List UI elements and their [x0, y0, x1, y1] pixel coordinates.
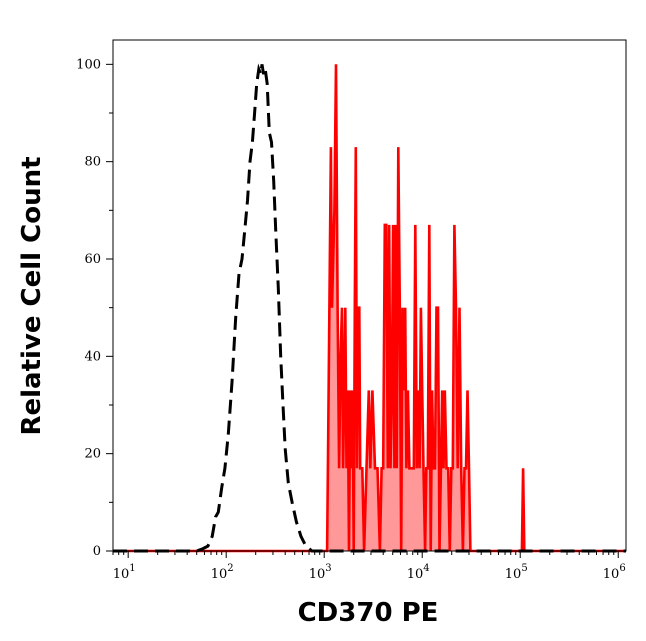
y-tick-label: 20 [84, 447, 101, 462]
y-tick-label: 100 [76, 57, 101, 72]
x-tick-label: 105 [505, 563, 528, 582]
control-histogram-line [113, 63, 626, 553]
x-tick-label: 101 [113, 563, 136, 582]
y-axis-ticks: 0 20 40 60 80 100 [76, 57, 113, 559]
y-tick-label: 60 [84, 252, 101, 267]
plot-frame [112, 39, 627, 552]
x-tick-label: 104 [407, 563, 430, 582]
y-tick-label: 0 [93, 544, 101, 559]
x-tick-label: 106 [603, 563, 626, 582]
x-tick-label: 103 [309, 563, 332, 582]
plot-area [113, 63, 626, 553]
stained-histogram-fill [113, 64, 626, 552]
stained-histogram-line [113, 64, 626, 553]
x-tick-label: 102 [211, 563, 234, 582]
y-tick-label: 80 [84, 155, 101, 170]
x-axis-ticks: 101 102 103 104 105 106 [112, 551, 626, 582]
y-axis-title: Relative Cell Count [17, 156, 47, 435]
y-tick-label: 40 [84, 349, 101, 364]
x-axis-title: CD370 PE [298, 598, 439, 628]
